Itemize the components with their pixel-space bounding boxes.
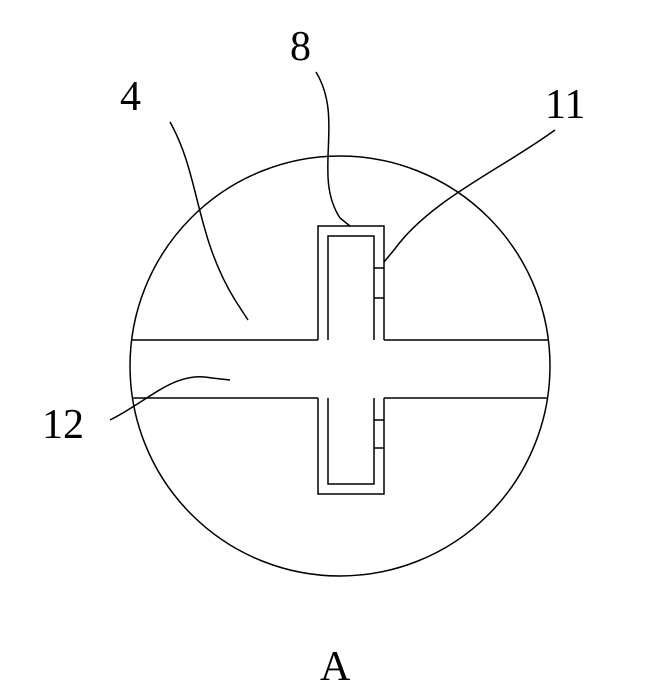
label-8-label: 8 [290,24,311,70]
label-4-label: 4 [120,74,141,120]
label-11-label: 11 [545,82,585,128]
caption: A [320,644,351,690]
label-8-leader [316,72,350,226]
stub-top-inner [328,236,374,340]
label-12-label: 12 [42,402,84,448]
label-4-leader [170,122,248,320]
stub-bottom-inner [328,398,374,484]
label-11-leader [384,130,555,262]
detail-circle [130,156,550,576]
